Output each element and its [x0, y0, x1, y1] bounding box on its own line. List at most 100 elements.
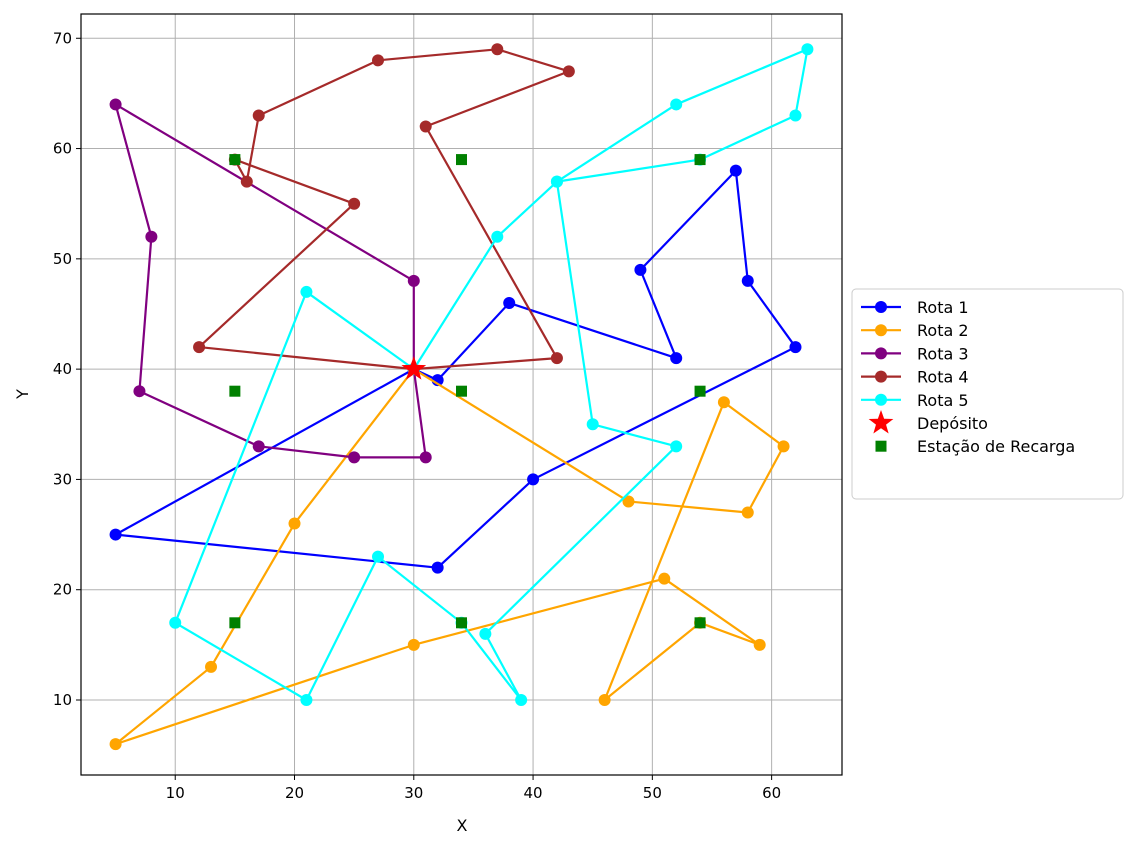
y-tick-label: 40 [53, 360, 72, 378]
route-point [670, 352, 683, 365]
legend-item-rota-4: Rota 4 [861, 368, 969, 387]
legend-label: Rota 2 [917, 321, 969, 340]
legend-marker [875, 324, 887, 337]
route-point [729, 164, 742, 177]
axes-frame [80, 13, 843, 776]
route-point [133, 385, 146, 398]
legend-square-marker [875, 440, 887, 452]
legend-marker [875, 370, 887, 383]
legend-item-rota-5: Rota 5 [861, 391, 969, 410]
charging-station-marker [456, 617, 467, 629]
route-point [205, 660, 218, 673]
depot-marker [401, 356, 427, 380]
route-point [193, 341, 206, 354]
route-point [515, 694, 528, 707]
route-point [169, 616, 182, 629]
y-tick-label: 30 [53, 470, 72, 488]
x-tick-label: 30 [404, 784, 423, 802]
route-point [348, 197, 361, 210]
route-point [586, 418, 599, 431]
route-line [174, 48, 809, 702]
y-tick-label: 50 [53, 250, 72, 268]
legend-item-depot: Depósito [868, 410, 988, 434]
route-point [741, 506, 754, 519]
route-point [407, 274, 420, 287]
charging-station-marker [694, 154, 706, 166]
route-point [658, 572, 671, 585]
route-point [109, 528, 122, 541]
legend-marker [875, 347, 887, 360]
route-point [598, 694, 611, 707]
route-point [753, 638, 766, 651]
charging-station-marker [229, 617, 241, 629]
x-tick-label: 20 [285, 784, 304, 802]
route-point [550, 352, 563, 365]
route-point [550, 175, 563, 188]
route-point [789, 341, 802, 354]
route-point [419, 120, 432, 133]
y-tick-label: 70 [53, 29, 72, 47]
legend-star-marker [868, 410, 894, 434]
legend-box [851, 288, 1124, 500]
route-point [240, 175, 253, 188]
route-point [741, 274, 754, 287]
plot-content [109, 43, 814, 751]
legend-label: Estação de Recarga [917, 437, 1075, 456]
route-series-4 [193, 43, 575, 376]
route-point [407, 638, 420, 651]
route-line [197, 48, 570, 371]
route-line [114, 368, 785, 746]
route-point [717, 396, 730, 409]
route-point [479, 627, 492, 640]
route-point [670, 98, 683, 111]
route-point [109, 98, 122, 111]
y-tick-label: 20 [53, 581, 72, 599]
route-point [562, 65, 575, 78]
route-point [288, 517, 301, 530]
grid-lines [81, 14, 842, 775]
route-point [372, 54, 385, 67]
route-point [789, 109, 802, 122]
charging-stations [229, 154, 706, 629]
legend-label: Rota 4 [917, 368, 969, 387]
route-point [527, 473, 540, 486]
route-point [419, 451, 432, 464]
route-point [300, 694, 313, 707]
charging-station-marker [694, 385, 706, 397]
charging-station-marker [456, 154, 467, 166]
charging-station-marker [229, 154, 241, 166]
legend-item-rota-3: Rota 3 [861, 344, 969, 363]
route-point [491, 230, 504, 243]
y-tick-label: 10 [53, 691, 72, 709]
route-point [777, 440, 790, 453]
route-point [252, 109, 265, 122]
legend-label: Rota 3 [917, 344, 969, 363]
route-point [372, 550, 385, 563]
x-axis-label: X [457, 816, 468, 835]
x-tick-label: 10 [166, 784, 185, 802]
route-point [300, 285, 313, 298]
y-axis-label: Y [13, 389, 32, 400]
charging-station-marker [229, 385, 241, 397]
route-point [503, 296, 516, 309]
legend-marker [875, 301, 887, 313]
legend-label: Rota 1 [917, 298, 969, 317]
route-point [622, 495, 635, 508]
axis-ticks: 10 20 30 40 50 60 10 20 30 40 50 60 70 [53, 29, 781, 802]
x-tick-label: 60 [762, 784, 781, 802]
route-series-5 [169, 43, 814, 707]
legend-item-rota-2: Rota 2 [861, 321, 969, 340]
route-point [431, 561, 444, 574]
y-tick-label: 60 [53, 140, 72, 158]
charging-station-marker [694, 617, 706, 629]
route-point [145, 230, 158, 243]
charging-station-marker [456, 385, 467, 397]
route-point [109, 738, 122, 751]
legend-marker [875, 393, 887, 406]
x-tick-label: 40 [524, 784, 543, 802]
route-point [801, 43, 814, 56]
legend-item-rota-1: Rota 1 [861, 298, 969, 317]
legend-item-charging-station: Estação de Recarga [875, 437, 1075, 456]
route-point [491, 43, 504, 56]
